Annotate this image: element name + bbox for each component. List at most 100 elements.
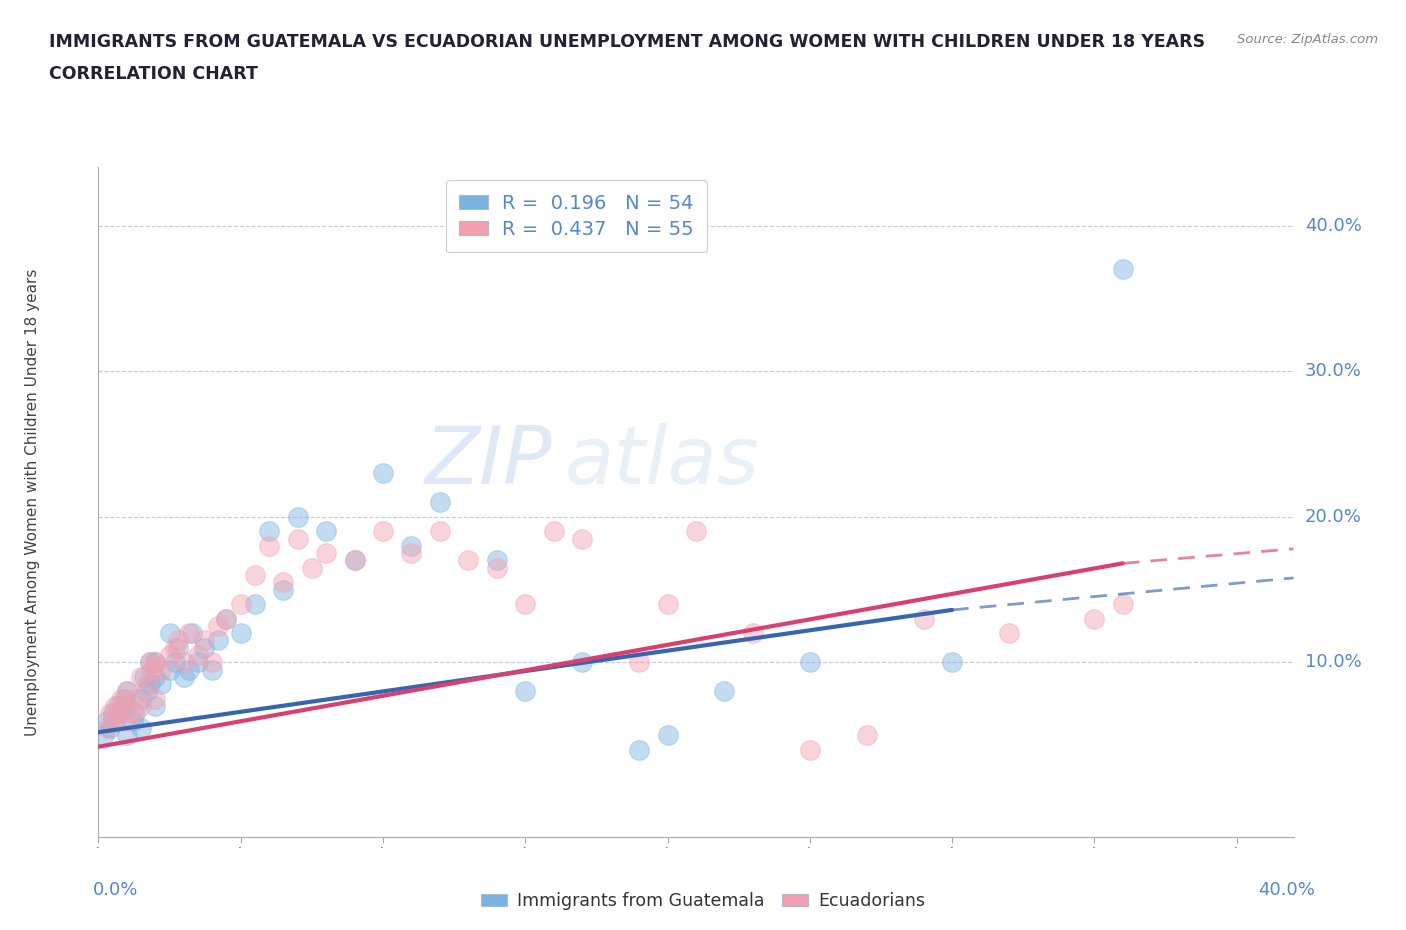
Point — [167, 641, 190, 656]
Point — [207, 618, 229, 633]
Point — [107, 706, 129, 721]
Point — [173, 670, 195, 684]
Text: CORRELATION CHART: CORRELATION CHART — [49, 65, 259, 83]
Text: 30.0%: 30.0% — [1305, 362, 1361, 380]
Point — [115, 684, 138, 698]
Point — [138, 677, 160, 692]
Text: Source: ZipAtlas.com: Source: ZipAtlas.com — [1237, 33, 1378, 46]
Legend: R =  0.196   N = 54, R =  0.437   N = 55: R = 0.196 N = 54, R = 0.437 N = 55 — [446, 180, 707, 253]
Point — [912, 611, 935, 626]
Point — [193, 633, 215, 648]
Point — [112, 698, 135, 713]
Point — [257, 524, 280, 538]
Point — [371, 524, 394, 538]
Point — [941, 655, 963, 670]
Text: 40.0%: 40.0% — [1257, 881, 1315, 898]
Point — [1083, 611, 1105, 626]
Point — [741, 626, 763, 641]
Point — [165, 655, 187, 670]
Point — [138, 655, 160, 670]
Point — [215, 611, 238, 626]
Point — [129, 698, 152, 713]
Point — [257, 538, 280, 553]
Point — [485, 553, 508, 568]
Point — [215, 611, 238, 626]
Point — [135, 677, 157, 692]
Point — [273, 575, 295, 590]
Point — [287, 531, 309, 546]
Point — [181, 626, 204, 641]
Point — [129, 691, 152, 706]
Point — [429, 524, 451, 538]
Text: ZIP: ZIP — [425, 423, 553, 501]
Point — [243, 597, 266, 612]
Point — [143, 655, 166, 670]
Point — [98, 721, 121, 736]
Point — [104, 713, 127, 728]
Point — [193, 641, 215, 656]
Text: 0.0%: 0.0% — [93, 881, 138, 898]
Point — [179, 662, 201, 677]
Point — [179, 626, 201, 641]
Point — [301, 560, 323, 575]
Text: Unemployment Among Women with Children Under 18 years: Unemployment Among Women with Children U… — [25, 269, 41, 736]
Point — [1112, 597, 1135, 612]
Point — [115, 727, 138, 742]
Point — [799, 742, 821, 757]
Point — [129, 670, 152, 684]
Point — [201, 655, 224, 670]
Point — [229, 597, 252, 612]
Point — [243, 567, 266, 582]
Point — [515, 597, 537, 612]
Point — [159, 626, 181, 641]
Point — [150, 677, 173, 692]
Point — [93, 727, 115, 742]
Point — [657, 597, 679, 612]
Point — [207, 633, 229, 648]
Point — [124, 706, 146, 721]
Point — [657, 727, 679, 742]
Point — [543, 524, 565, 538]
Point — [121, 706, 143, 721]
Point — [129, 721, 152, 736]
Point — [457, 553, 479, 568]
Point — [115, 713, 138, 728]
Point — [98, 706, 121, 721]
Point — [107, 698, 129, 713]
Point — [132, 670, 155, 684]
Point — [159, 647, 181, 662]
Point — [150, 662, 173, 677]
Point — [115, 684, 138, 698]
Point — [110, 706, 132, 721]
Point — [112, 691, 135, 706]
Point — [121, 713, 143, 728]
Point — [96, 721, 118, 736]
Point — [141, 662, 163, 677]
Point — [685, 524, 707, 538]
Point — [429, 495, 451, 510]
Legend: Immigrants from Guatemala, Ecuadorians: Immigrants from Guatemala, Ecuadorians — [474, 884, 932, 917]
Point — [124, 691, 146, 706]
Point — [371, 466, 394, 481]
Point — [187, 655, 209, 670]
Point — [628, 742, 651, 757]
Point — [96, 713, 118, 728]
Point — [167, 633, 190, 648]
Point — [855, 727, 877, 742]
Point — [1112, 262, 1135, 277]
Text: 40.0%: 40.0% — [1305, 217, 1361, 234]
Text: atlas: atlas — [565, 423, 759, 501]
Point — [143, 691, 166, 706]
Point — [229, 626, 252, 641]
Point — [401, 538, 423, 553]
Point — [101, 706, 124, 721]
Point — [628, 655, 651, 670]
Point — [159, 662, 181, 677]
Point — [315, 546, 337, 561]
Point — [571, 655, 593, 670]
Point — [571, 531, 593, 546]
Point — [343, 553, 366, 568]
Point — [165, 641, 187, 656]
Point — [799, 655, 821, 670]
Point — [115, 698, 138, 713]
